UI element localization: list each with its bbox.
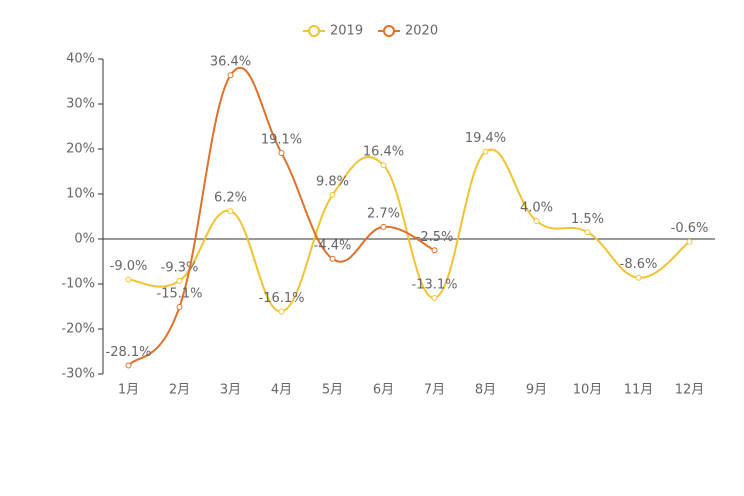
x-tick-label: 8月 <box>475 383 496 398</box>
point <box>227 72 234 79</box>
point <box>635 274 642 281</box>
x-tick-label: 6月 <box>373 383 394 398</box>
data-label: -28.1% <box>106 345 152 360</box>
y-tick-label: -10% <box>61 277 95 292</box>
data-label: 36.4% <box>210 55 251 70</box>
data-label: -4.4% <box>314 238 352 253</box>
point <box>329 191 336 198</box>
data-label: -15.1% <box>157 286 203 301</box>
x-tick-label: 7月 <box>424 383 445 398</box>
x-tick-label: 4月 <box>271 383 292 398</box>
x-tick-label: 2月 <box>169 383 190 398</box>
x-tick-label: 3月 <box>220 383 241 398</box>
data-label: -9.3% <box>161 260 199 275</box>
point <box>125 362 132 369</box>
y-tick-label: 0% <box>74 232 95 247</box>
point <box>380 223 387 230</box>
series-line <box>128 148 691 313</box>
data-label: 6.2% <box>214 191 247 206</box>
y-tick-label: -30% <box>61 367 95 382</box>
point <box>329 255 336 262</box>
x-tick-label: 9月 <box>526 383 547 398</box>
point <box>482 148 489 155</box>
legend-marker <box>383 25 395 37</box>
point <box>686 238 693 245</box>
point <box>533 218 540 224</box>
data-label: -0.6% <box>671 221 709 236</box>
data-label: -16.1% <box>259 291 305 306</box>
x-tick-label: 1月 <box>118 383 139 398</box>
data-label: 19.1% <box>261 133 302 148</box>
y-tick-label: -20% <box>61 322 95 337</box>
data-label: -13.1% <box>412 277 458 292</box>
point <box>431 247 438 254</box>
data-label: 9.8% <box>316 174 349 189</box>
point <box>431 294 438 301</box>
data-label: 2.7% <box>367 206 400 221</box>
legend-marker <box>308 25 320 37</box>
point <box>176 277 183 284</box>
data-label: 19.4% <box>465 131 506 146</box>
point <box>380 162 387 169</box>
point <box>227 208 234 215</box>
x-tick-label: 5月 <box>322 383 343 398</box>
y-tick-label: 20% <box>66 142 95 157</box>
point <box>176 303 183 310</box>
y-tick-label: 10% <box>66 187 95 202</box>
x-tick-label: 10月 <box>573 383 603 398</box>
data-label: -9.0% <box>110 259 148 274</box>
x-tick-label: 12月 <box>675 383 705 398</box>
point <box>278 308 285 315</box>
point <box>125 276 132 283</box>
data-label: -2.5% <box>416 230 454 245</box>
legend-label: 2019 <box>330 24 363 39</box>
x-tick-label: 11月 <box>624 383 654 398</box>
data-label: 4.0% <box>520 201 553 216</box>
point <box>584 229 591 236</box>
y-tick-label: 30% <box>66 97 95 112</box>
data-label: 16.4% <box>363 145 404 160</box>
data-label: 1.5% <box>571 212 604 227</box>
legend-label: 2020 <box>405 24 438 39</box>
data-label: -8.6% <box>620 257 658 272</box>
y-tick-label: 40% <box>66 52 95 67</box>
point <box>278 150 285 157</box>
